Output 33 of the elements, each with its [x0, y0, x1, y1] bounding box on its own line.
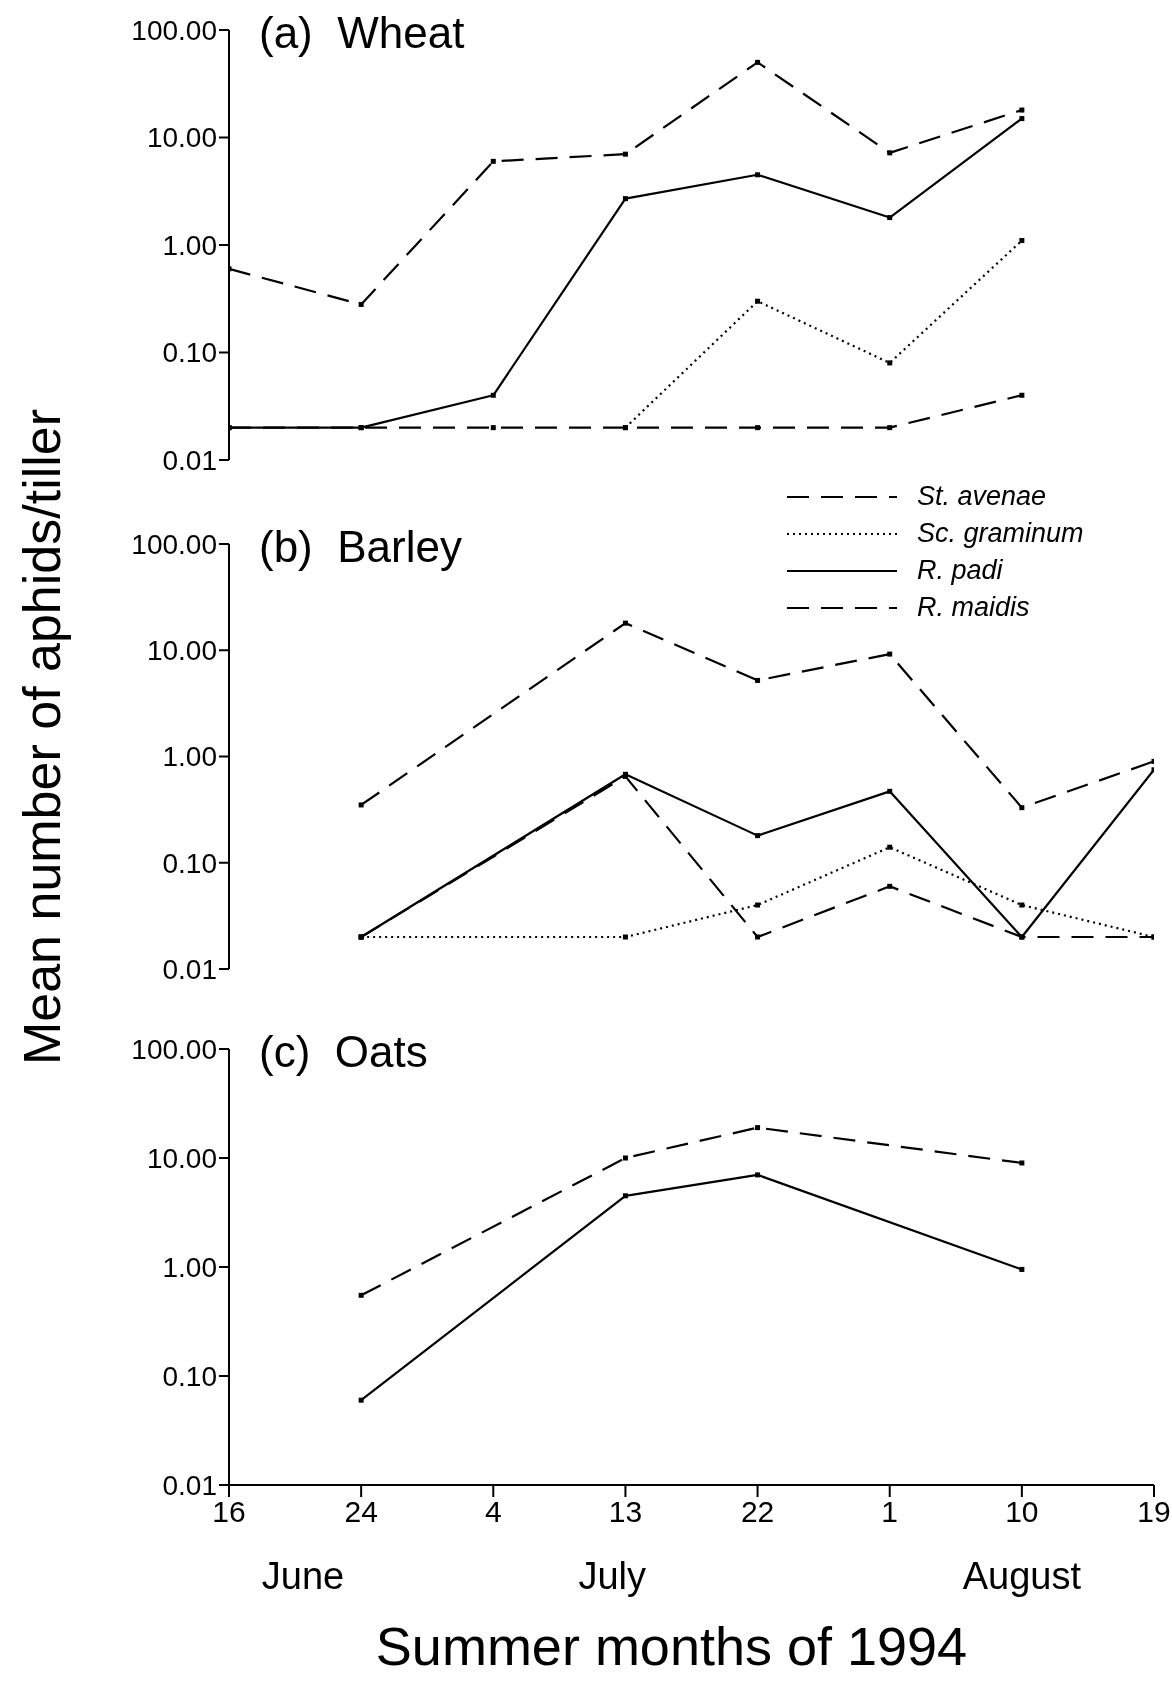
text: June — [261, 1555, 345, 1598]
x-tick-label: 13 — [608, 1495, 643, 1529]
chart-title: (a) Wheat — [259, 8, 465, 58]
x-tick-label: 1 — [881, 1495, 899, 1529]
y-tick-label: 1.00 — [162, 229, 217, 261]
y-tick-label: 0.01 — [162, 953, 217, 985]
y-axis-title: Mean number of aphids/tiller — [12, 408, 72, 1065]
y-tick-label: 0.01 — [162, 444, 217, 476]
y-tick-label: 10.00 — [146, 122, 217, 154]
x-tick-label: 4 — [484, 1495, 502, 1529]
text: August — [962, 1555, 1081, 1598]
y-tick-label: 10.00 — [146, 1142, 217, 1174]
chart-title: (b) Barley — [259, 522, 462, 572]
y-tick-label: 0.10 — [162, 337, 217, 369]
legend-label: St. avenae — [917, 481, 1047, 512]
x-tick-label: 24 — [344, 1495, 378, 1529]
legend-label: R. padi — [917, 555, 1003, 586]
x-axis-title: Summer months of 1994 — [375, 1615, 968, 1677]
legend-label: Sc. graminum — [917, 518, 1084, 549]
text: July — [578, 1555, 646, 1598]
y-tick-label: 1.00 — [162, 741, 217, 773]
y-tick-label: 10.00 — [146, 635, 217, 667]
y-tick-label: 100.00 — [131, 1033, 217, 1065]
y-tick-label: 100.00 — [131, 528, 217, 560]
x-tick-label: 10 — [1005, 1495, 1039, 1529]
x-tick-label: 22 — [740, 1495, 775, 1529]
chart-title: (c) Oats — [259, 1027, 428, 1077]
y-tick-label: 0.10 — [162, 847, 217, 879]
y-tick-label: 0.10 — [162, 1360, 217, 1392]
x-tick-label: 19 — [1137, 1495, 1171, 1529]
y-tick-label: 1.00 — [162, 1251, 217, 1283]
legend-label: R. maidis — [917, 592, 1030, 623]
y-tick-label: 100.00 — [131, 14, 217, 46]
